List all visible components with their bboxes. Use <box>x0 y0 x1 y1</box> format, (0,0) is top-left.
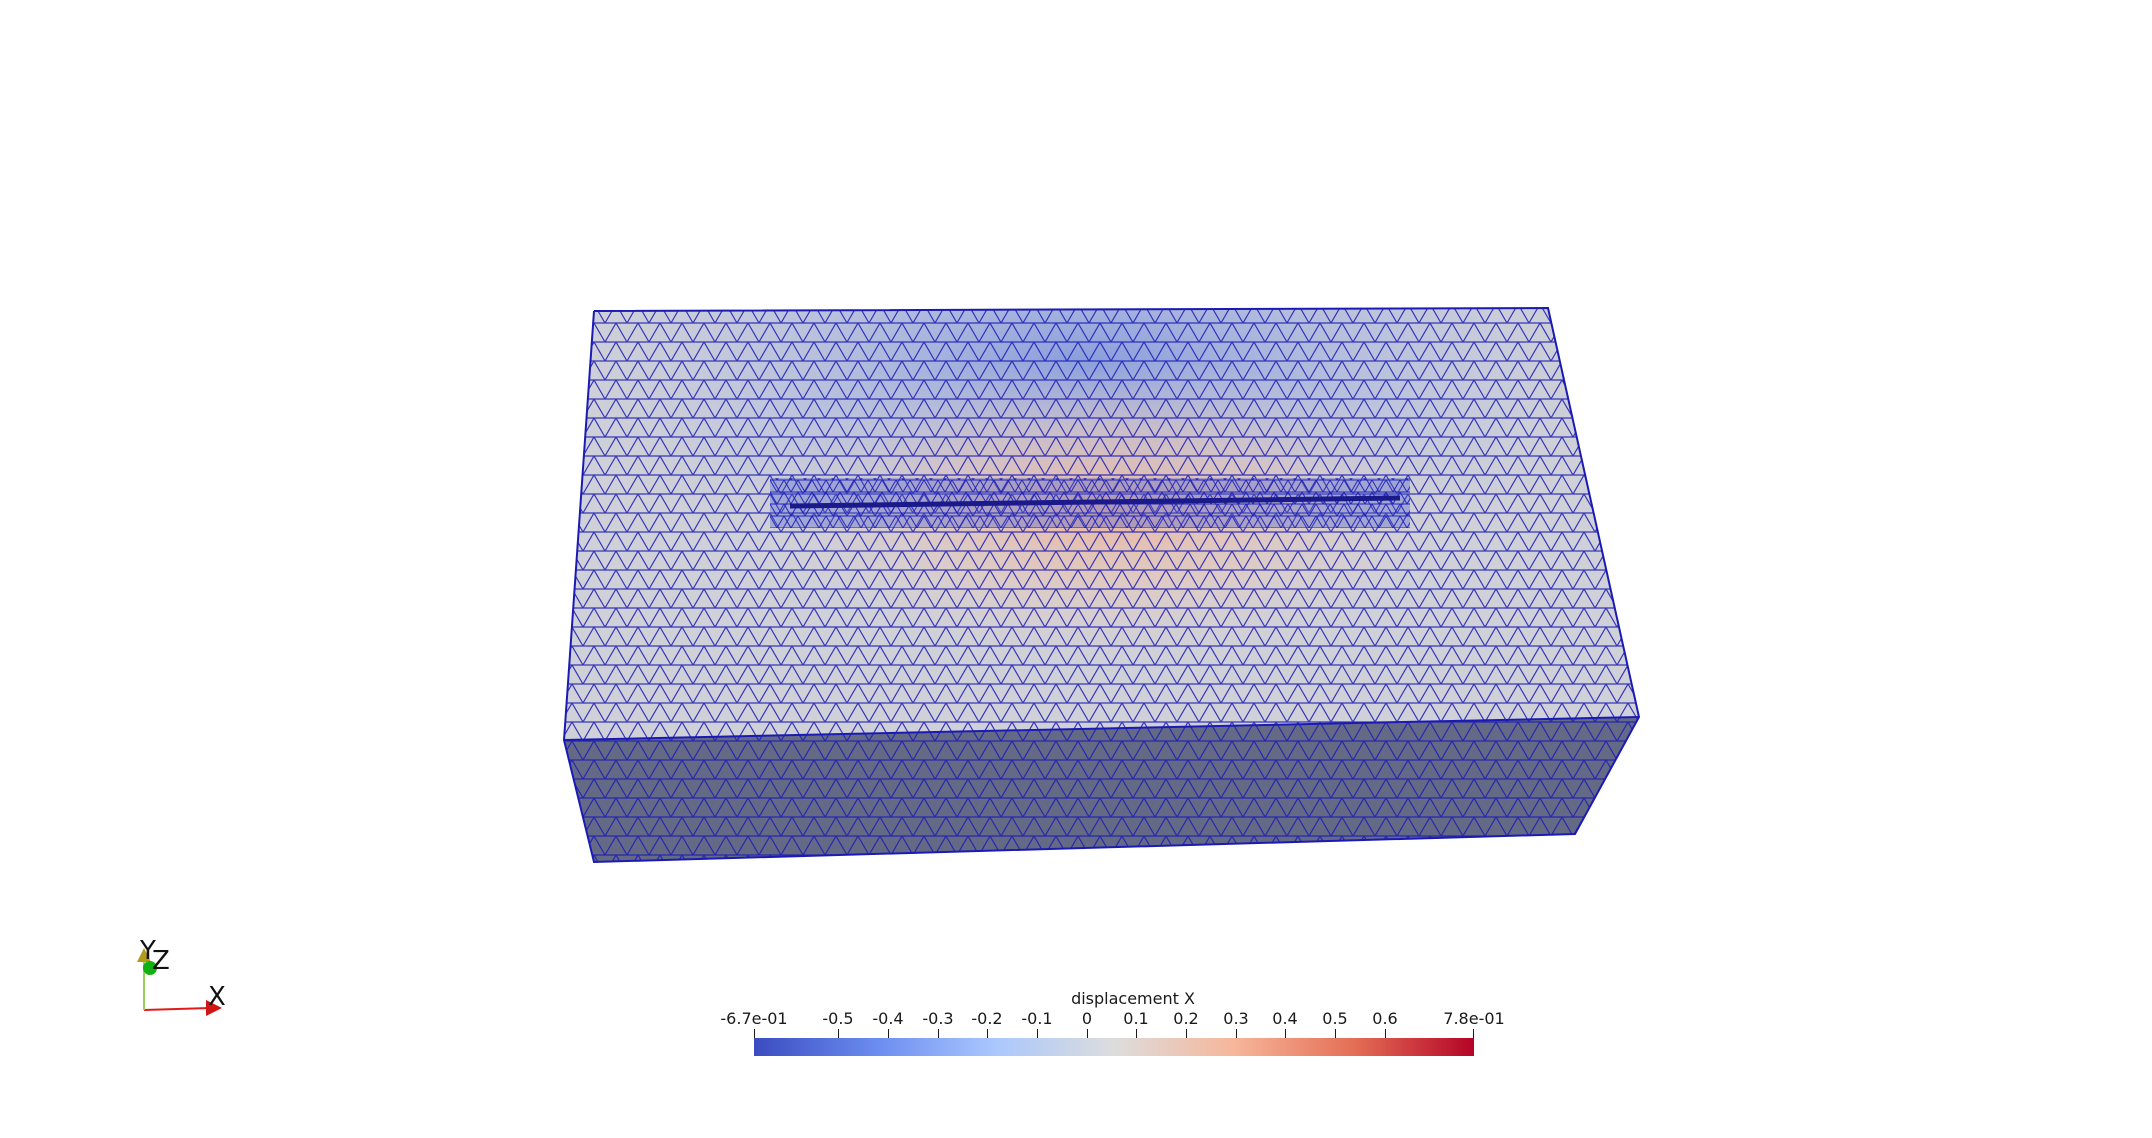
colorbar-tick-mark <box>1186 1029 1187 1038</box>
colorbar-tick-mark <box>1136 1029 1137 1038</box>
colorbar-tick-label: -0.1 <box>1021 1009 1053 1028</box>
colorbar-tick-mark <box>1037 1029 1038 1038</box>
colorbar-min-label: -6.7e-01 <box>720 1009 788 1028</box>
colorbar-tick-label: -0.5 <box>822 1009 854 1028</box>
x-axis-line <box>143 1007 211 1011</box>
colorbar-tick-label: -0.2 <box>971 1009 1003 1028</box>
colorbar-tick-mark <box>1385 1029 1386 1038</box>
colorbar-tick-mark <box>1087 1029 1088 1038</box>
colorbar-tick-label: 0.5 <box>1322 1009 1348 1028</box>
colorbar-tick-mark <box>1236 1029 1237 1038</box>
colorbar-tick-label: 0 <box>1081 1009 1093 1028</box>
colorbar-tick-label: 0.1 <box>1123 1009 1149 1028</box>
x-axis-label: X <box>208 982 226 1012</box>
crack-line <box>789 495 1401 509</box>
colorbar-title: displacement X <box>1071 989 1195 1008</box>
x-axis-arrow <box>206 1000 222 1016</box>
mesh-top-face <box>564 308 1639 740</box>
colorbar-tick-mark <box>987 1029 988 1038</box>
y-axis-arrow <box>137 948 151 962</box>
colorbar-tick-mark <box>1285 1029 1286 1038</box>
colorbar-tick-mark <box>888 1029 889 1038</box>
colorbar-tick-label: -0.4 <box>872 1009 904 1028</box>
colorbar-tick-mark <box>1335 1029 1336 1038</box>
colorbar-tick-mark <box>1473 1029 1474 1038</box>
colorbar-tick-label: 0.3 <box>1223 1009 1249 1028</box>
colorbar-gradient <box>754 1038 1474 1056</box>
z-axis-marker <box>143 961 157 975</box>
colorbar-tick-label: 0.6 <box>1372 1009 1398 1028</box>
colorbar-tick-label: 0.4 <box>1272 1009 1298 1028</box>
colorbar-max-label: 7.8e-01 <box>1443 1009 1505 1028</box>
colorbar-tick-mark <box>754 1029 755 1038</box>
y-axis-label: Y <box>140 936 156 966</box>
colorbar-tick-label: 0.2 <box>1173 1009 1199 1028</box>
colorbar-tick-mark <box>838 1029 839 1038</box>
colorbar-tick-mark <box>938 1029 939 1038</box>
orientation-axes-widget[interactable] <box>137 948 222 1016</box>
mesh-front-face <box>564 717 1639 862</box>
z-axis-label: Z <box>152 946 170 976</box>
colorbar-tick-label: -0.3 <box>922 1009 954 1028</box>
